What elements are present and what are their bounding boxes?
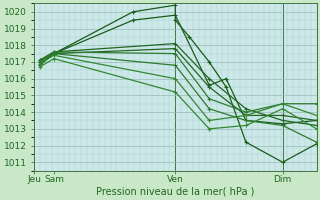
X-axis label: Pression niveau de la mer( hPa ): Pression niveau de la mer( hPa ): [96, 187, 254, 197]
